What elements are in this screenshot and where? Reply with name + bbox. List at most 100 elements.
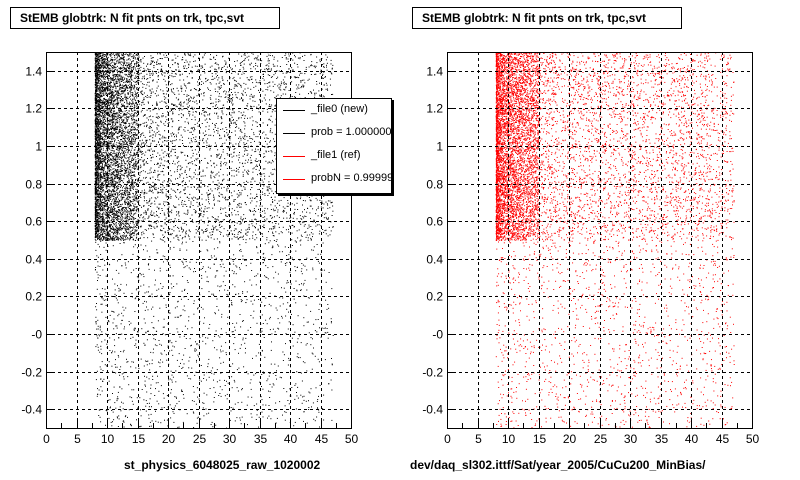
scatter-point <box>112 156 114 158</box>
scatter-point <box>104 104 106 106</box>
scatter-point <box>120 134 122 136</box>
scatter-point <box>94 135 96 137</box>
scatter-point <box>136 122 138 124</box>
scatter-point <box>97 171 99 173</box>
scatter-point <box>130 132 132 133</box>
scatter-point <box>101 65 102 67</box>
scatter-point <box>110 221 112 223</box>
scatter-point <box>106 103 108 105</box>
scatter-point <box>124 225 126 226</box>
scatter-point <box>126 192 128 194</box>
scatter-point <box>117 72 119 74</box>
scatter-point <box>110 96 112 98</box>
scatter-point <box>116 129 118 131</box>
scatter-point <box>112 76 114 78</box>
scatter-point <box>106 133 108 134</box>
scatter-point <box>135 77 137 79</box>
scatter-point <box>124 78 125 80</box>
scatter-point <box>112 72 114 74</box>
scatter-point <box>128 92 130 94</box>
scatter-point <box>109 153 111 155</box>
scatter-point <box>99 177 101 179</box>
scatter-point <box>103 54 105 56</box>
scatter-point <box>130 92 132 94</box>
scatter-point <box>97 168 99 170</box>
scatter-point <box>105 58 107 60</box>
scatter-point <box>125 151 127 153</box>
scatter-point <box>103 95 105 96</box>
scatter-point <box>96 134 98 136</box>
scatter-point <box>100 206 102 208</box>
scatter-point <box>114 127 116 129</box>
scatter-point <box>129 74 131 76</box>
scatter-point <box>94 129 96 131</box>
scatter-point <box>108 147 110 149</box>
scatter-point <box>110 58 112 60</box>
scatter-point <box>132 87 134 89</box>
scatter-point <box>99 168 101 170</box>
scatter-point <box>107 86 109 88</box>
scatter-point <box>117 188 119 190</box>
scatter-point <box>118 173 120 175</box>
scatter-point <box>105 76 106 78</box>
scatter-point <box>99 95 101 97</box>
scatter-point <box>105 128 107 130</box>
scatter-point <box>109 82 111 84</box>
scatter-point <box>126 168 128 170</box>
scatter-point <box>135 212 137 214</box>
scatter-point <box>113 81 115 83</box>
scatter-point <box>101 209 102 211</box>
scatter-point <box>115 160 117 162</box>
scatter-point <box>126 197 128 199</box>
scatter-point <box>102 219 104 221</box>
scatter-point <box>94 172 96 174</box>
scatter-point <box>96 117 98 119</box>
scatter-point <box>98 237 100 239</box>
scatter-point <box>131 137 133 139</box>
scatter-point <box>135 124 137 126</box>
scatter-point <box>120 78 122 80</box>
scatter-point <box>134 53 135 54</box>
scatter-point <box>111 115 113 117</box>
scatter-point <box>99 239 100 240</box>
scatter-point <box>109 143 111 145</box>
scatter-point <box>124 73 126 75</box>
scatter-point <box>120 112 122 114</box>
scatter-point <box>113 107 115 108</box>
scatter-point <box>122 79 124 81</box>
scatter-point <box>129 227 131 229</box>
scatter-point <box>131 179 133 181</box>
scatter-point <box>115 144 117 146</box>
scatter-point <box>136 206 138 208</box>
scatter-point <box>135 218 137 219</box>
scatter-point <box>98 73 100 75</box>
scatter-point <box>127 183 128 185</box>
scatter-point <box>127 166 129 168</box>
scatter-point <box>120 154 121 156</box>
scatter-point <box>136 129 138 131</box>
scatter-point <box>124 61 126 63</box>
scatter-point <box>112 222 113 224</box>
scatter-point <box>127 231 129 233</box>
scatter-point <box>104 129 106 131</box>
scatter-point <box>97 189 99 191</box>
scatter-point <box>131 119 133 121</box>
scatter-point <box>133 195 135 197</box>
scatter-point <box>105 181 107 183</box>
scatter-point <box>120 213 122 215</box>
scatter-point <box>104 168 105 170</box>
scatter-point <box>117 127 118 129</box>
scatter-point <box>96 160 98 162</box>
scatter-point <box>105 200 107 202</box>
scatter-point <box>127 84 129 86</box>
scatter-point <box>135 112 137 114</box>
scatter-point <box>136 222 138 224</box>
scatter-point <box>118 79 120 80</box>
scatter-point <box>136 209 138 211</box>
scatter-point <box>136 191 138 193</box>
scatter-point <box>100 210 102 212</box>
scatter-point <box>136 135 138 137</box>
scatter-point <box>109 110 111 112</box>
scatter-point <box>111 117 113 119</box>
